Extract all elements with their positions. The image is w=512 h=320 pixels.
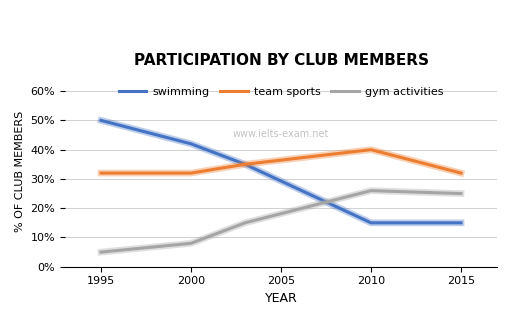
team sports	[242, 162, 248, 166]
swimming	[458, 221, 464, 225]
Y-axis label: % OF CLUB MEMBERS: % OF CLUB MEMBERS	[15, 111, 25, 232]
swimming	[242, 162, 248, 166]
Line: gym activities: gym activities	[101, 191, 461, 252]
Legend: swimming, team sports, gym activities: swimming, team sports, gym activities	[114, 82, 448, 101]
team sports	[458, 171, 464, 175]
Line: team sports: team sports	[101, 150, 461, 173]
Text: www.ielts-exam.net: www.ielts-exam.net	[233, 129, 329, 139]
X-axis label: YEAR: YEAR	[265, 292, 297, 305]
gym activities	[98, 250, 104, 254]
gym activities	[368, 189, 374, 193]
team sports	[368, 148, 374, 152]
team sports	[98, 171, 104, 175]
Line: swimming: swimming	[101, 120, 461, 223]
Title: PARTICIPATION BY CLUB MEMBERS: PARTICIPATION BY CLUB MEMBERS	[134, 53, 429, 68]
swimming	[368, 221, 374, 225]
gym activities	[188, 241, 194, 245]
gym activities	[242, 221, 248, 225]
swimming	[188, 142, 194, 146]
swimming	[98, 118, 104, 122]
team sports	[188, 171, 194, 175]
gym activities	[458, 192, 464, 196]
